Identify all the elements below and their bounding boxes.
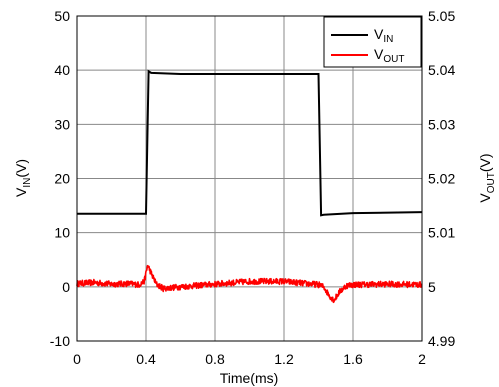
y-left-tick-label: 50 — [54, 8, 70, 24]
y-left-tick-label: -10 — [50, 333, 70, 349]
legend-vin-label: VIN — [374, 26, 393, 45]
y-right-tick-label: 5.02 — [428, 171, 455, 187]
legend-vout-label: VOUT — [374, 46, 404, 65]
series-layer — [76, 69, 423, 304]
y-left-tick-label: 10 — [54, 225, 70, 241]
plot-frame — [76, 15, 423, 342]
y-right-tick-label: 5.05 — [428, 8, 455, 24]
x-tick-label: 0.8 — [205, 351, 225, 367]
y-axis-right-label: VOUT(V) — [477, 153, 497, 202]
tick-labels: 0 0.4 0.8 1.2 1.6 2-10010203040504.9955.015.0… — [50, 8, 456, 367]
x-tick-label: 0 — [73, 351, 81, 367]
y-right-tick-label: 5.04 — [428, 62, 455, 78]
y-right-tick-label: 4.99 — [428, 333, 455, 349]
y-right-tick-label: 5.01 — [428, 225, 455, 241]
x-axis-label: Time(ms) — [220, 370, 279, 386]
y-right-tick-label: 5.03 — [428, 116, 455, 132]
series-vout-line — [76, 264, 423, 304]
series-vin-line — [77, 69, 423, 217]
y-right-tick-label: 5 — [428, 279, 436, 295]
x-tick-label: 0.4 — [136, 351, 156, 367]
y-left-tick-label: 20 — [54, 171, 70, 187]
y-axis-left-label: VIN(V) — [13, 159, 33, 197]
legend-box — [323, 16, 422, 68]
x-tick-label: 2 — [418, 351, 426, 367]
x-tick-label: 1.2 — [274, 351, 294, 367]
legend: VIN VOUT — [323, 16, 422, 68]
y-left-tick-label: 30 — [54, 116, 70, 132]
y-left-tick-label: 40 — [54, 62, 70, 78]
y-left-tick-label: 0 — [62, 279, 70, 295]
x-tick-label: 1.6 — [343, 351, 363, 367]
